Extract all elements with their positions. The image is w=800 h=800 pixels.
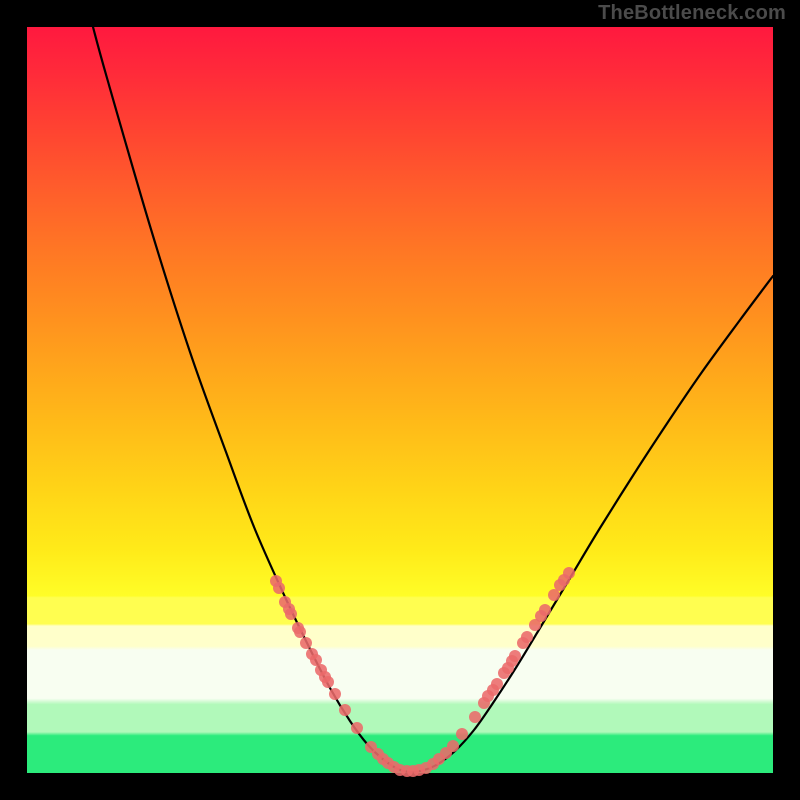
- scatter-point: [300, 637, 312, 649]
- scatter-point: [285, 608, 297, 620]
- bottleneck-chart: [0, 0, 800, 800]
- scatter-point: [521, 631, 533, 643]
- scatter-point: [322, 676, 334, 688]
- chart-container: TheBottleneck.com: [0, 0, 800, 800]
- scatter-point: [548, 589, 560, 601]
- scatter-point: [491, 678, 503, 690]
- scatter-point: [539, 604, 551, 616]
- scatter-point: [456, 728, 468, 740]
- scatter-point: [447, 740, 459, 752]
- scatter-point: [351, 722, 363, 734]
- scatter-point: [273, 582, 285, 594]
- plot-background: [27, 27, 773, 773]
- scatter-point: [339, 704, 351, 716]
- scatter-point: [469, 711, 481, 723]
- scatter-point: [329, 688, 341, 700]
- scatter-point: [563, 567, 575, 579]
- watermark-text: TheBottleneck.com: [598, 2, 786, 25]
- scatter-point: [294, 626, 306, 638]
- scatter-point: [509, 650, 521, 662]
